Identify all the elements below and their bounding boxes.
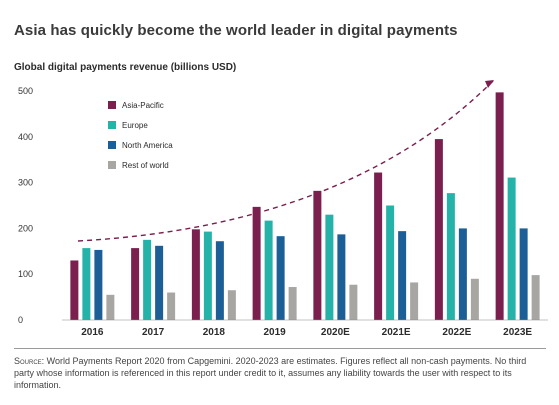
bar-north-america <box>276 236 285 320</box>
x-tick-label: 2021E <box>382 327 411 338</box>
bar-europe <box>203 231 212 320</box>
divider <box>14 348 546 349</box>
y-tick-label: 100 <box>18 269 33 279</box>
bar-asia-pacific <box>374 172 383 320</box>
source-note: Source: World Payments Report 2020 from … <box>14 355 546 391</box>
y-tick-label: 200 <box>18 223 33 233</box>
bar-europe <box>143 239 152 320</box>
bar-north-america <box>398 231 407 320</box>
x-tick-label: 2017 <box>142 327 165 338</box>
legend-label: Asia-Pacific <box>122 101 164 110</box>
bar-europe <box>446 193 455 320</box>
chart-subtitle: Global digital payments revenue (billion… <box>14 62 237 73</box>
bar-europe <box>82 248 91 320</box>
legend-swatch <box>108 161 116 169</box>
chart-title: Asia has quickly become the world leader… <box>14 22 458 39</box>
bar-rest-of-world <box>288 287 297 320</box>
bar-rest-of-world <box>106 294 115 320</box>
legend-label: Rest of world <box>122 161 169 170</box>
bar-europe <box>507 177 516 320</box>
bar-north-america <box>94 249 103 320</box>
bar-rest-of-world <box>531 275 540 320</box>
x-tick-label: 2022E <box>442 327 471 338</box>
bar-north-america <box>337 234 346 320</box>
bar-asia-pacific <box>434 139 443 320</box>
bar-europe <box>264 220 273 320</box>
bar-asia-pacific <box>313 190 322 320</box>
bar-north-america <box>519 228 528 320</box>
legend-swatch <box>108 141 116 149</box>
x-tick-label: 2020E <box>321 327 350 338</box>
bar-north-america <box>215 241 224 320</box>
y-tick-label: 0 <box>18 315 23 325</box>
trend-arrow <box>77 79 495 242</box>
y-tick-label: 400 <box>18 132 33 142</box>
source-label: Source: <box>14 356 45 366</box>
bar-rest-of-world <box>167 292 176 320</box>
bar-asia-pacific <box>252 206 261 320</box>
x-tick-label: 2018 <box>203 327 226 338</box>
bar-asia-pacific <box>131 248 140 320</box>
trend-arrowhead <box>485 80 494 88</box>
bar-asia-pacific <box>191 229 200 320</box>
bar-north-america <box>458 228 467 320</box>
legend-label: North America <box>122 141 173 150</box>
source-text: World Payments Report 2020 from Capgemin… <box>14 356 527 390</box>
x-tick-label: 2016 <box>81 327 104 338</box>
x-tick-label: 2023E <box>503 327 532 338</box>
bar-chart: 0 100 200 300 400 500 2016 2017 2018 2019 2020E 202… <box>18 79 548 338</box>
bar-rest-of-world <box>470 278 479 320</box>
bar-europe <box>325 214 334 320</box>
y-tick-label: 300 <box>18 178 33 188</box>
bar-rest-of-world <box>410 282 419 320</box>
legend-label: Europe <box>122 121 148 130</box>
bar-asia-pacific <box>495 92 504 321</box>
y-tick-label: 500 <box>18 86 33 96</box>
x-tick-label: 2019 <box>264 327 287 338</box>
legend-swatch <box>108 121 116 129</box>
bar-rest-of-world <box>227 290 236 320</box>
legend-swatch <box>108 101 116 109</box>
bar-rest-of-world <box>349 284 358 320</box>
bar-europe <box>386 205 395 320</box>
bar-asia-pacific <box>70 260 79 320</box>
bar-north-america <box>155 245 164 320</box>
